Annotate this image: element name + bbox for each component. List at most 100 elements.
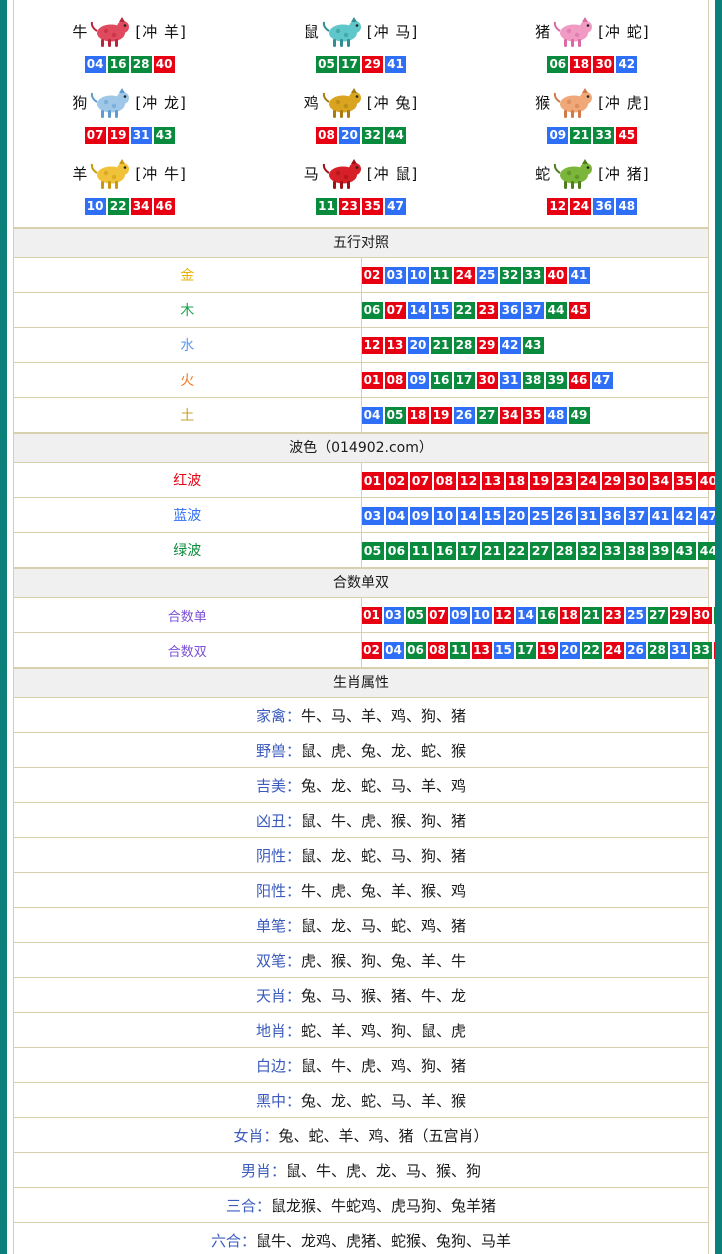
bose-number[interactable]: 31 [577, 506, 600, 525]
zodiac-number[interactable]: 40 [153, 56, 175, 73]
wuxing-number[interactable]: 42 [499, 337, 521, 354]
bose-number[interactable]: 34 [649, 471, 672, 490]
bose-number[interactable]: 42 [673, 506, 696, 525]
zodiac-number[interactable]: 16 [107, 56, 129, 73]
heshu-number[interactable]: 26 [625, 642, 646, 659]
zodiac-number[interactable]: 20 [338, 127, 360, 144]
bose-number[interactable]: 33 [601, 541, 624, 560]
heshu-number[interactable]: 13 [471, 642, 492, 659]
heshu-number[interactable]: 09 [449, 607, 470, 624]
wuxing-number[interactable]: 35 [522, 407, 544, 424]
zodiac-cell[interactable]: 蛇 [冲 猪] 12 24 36 48 [477, 148, 708, 219]
zodiac-number[interactable]: 10 [84, 198, 106, 215]
wuxing-number[interactable]: 08 [384, 372, 406, 389]
wuxing-number[interactable]: 39 [545, 372, 567, 389]
heshu-number[interactable]: 14 [515, 607, 536, 624]
bose-number[interactable]: 02 [385, 471, 408, 490]
zodiac-cell[interactable]: 鸡 [冲 兔] 08 20 32 44 [245, 77, 476, 148]
heshu-number[interactable]: 33 [691, 642, 712, 659]
zodiac-number[interactable]: 32 [361, 127, 383, 144]
wuxing-number[interactable]: 38 [522, 372, 544, 389]
wuxing-number[interactable]: 40 [545, 267, 567, 284]
wuxing-number[interactable]: 14 [407, 302, 429, 319]
heshu-number[interactable]: 22 [581, 642, 602, 659]
zodiac-cell[interactable]: 牛 [冲 羊] 04 16 28 40 [14, 6, 245, 77]
heshu-number[interactable]: 12 [493, 607, 514, 624]
bose-number[interactable]: 37 [625, 506, 648, 525]
zodiac-number[interactable]: 47 [384, 198, 406, 215]
bose-number[interactable]: 28 [553, 541, 576, 560]
zodiac-number[interactable]: 29 [361, 56, 383, 73]
wuxing-number[interactable]: 45 [568, 302, 590, 319]
wuxing-number[interactable]: 30 [476, 372, 498, 389]
wuxing-number[interactable]: 29 [476, 337, 498, 354]
zodiac-number[interactable]: 18 [570, 56, 592, 73]
bose-number[interactable]: 30 [625, 471, 648, 490]
wuxing-number[interactable]: 26 [453, 407, 475, 424]
zodiac-number[interactable]: 28 [130, 56, 152, 73]
heshu-number[interactable]: 19 [537, 642, 558, 659]
bose-number[interactable]: 06 [385, 541, 408, 560]
zodiac-number[interactable]: 23 [338, 198, 360, 215]
heshu-number[interactable]: 25 [625, 607, 646, 624]
bose-number[interactable]: 01 [361, 471, 384, 490]
bose-number[interactable]: 09 [409, 506, 432, 525]
wuxing-number[interactable]: 23 [476, 302, 498, 319]
wuxing-number[interactable]: 25 [476, 267, 498, 284]
zodiac-number[interactable]: 22 [107, 198, 129, 215]
heshu-number[interactable]: 23 [603, 607, 624, 624]
wuxing-number[interactable]: 13 [384, 337, 406, 354]
wuxing-number[interactable]: 12 [361, 337, 383, 354]
heshu-number[interactable]: 21 [581, 607, 602, 624]
bose-number[interactable]: 38 [625, 541, 648, 560]
bose-number[interactable]: 19 [529, 471, 552, 490]
heshu-number[interactable]: 31 [669, 642, 690, 659]
wuxing-number[interactable]: 17 [453, 372, 475, 389]
bose-number[interactable]: 17 [457, 541, 480, 560]
zodiac-number[interactable]: 21 [570, 127, 592, 144]
wuxing-number[interactable]: 44 [545, 302, 567, 319]
wuxing-number[interactable]: 11 [430, 267, 452, 284]
bose-number[interactable]: 41 [649, 506, 672, 525]
heshu-number[interactable]: 28 [647, 642, 668, 659]
wuxing-number[interactable]: 27 [476, 407, 498, 424]
heshu-number[interactable]: 15 [493, 642, 514, 659]
zodiac-number[interactable]: 17 [338, 56, 360, 73]
bose-number[interactable]: 22 [505, 541, 528, 560]
zodiac-number[interactable]: 45 [616, 127, 638, 144]
heshu-number[interactable]: 17 [515, 642, 536, 659]
zodiac-number[interactable]: 36 [593, 198, 615, 215]
zodiac-number[interactable]: 04 [84, 56, 106, 73]
heshu-number[interactable]: 06 [405, 642, 426, 659]
wuxing-number[interactable]: 04 [361, 407, 383, 424]
bose-number[interactable]: 15 [481, 506, 504, 525]
bose-number[interactable]: 44 [697, 541, 720, 560]
bose-number[interactable]: 23 [553, 471, 576, 490]
wuxing-number[interactable]: 37 [522, 302, 544, 319]
wuxing-number[interactable]: 47 [591, 372, 613, 389]
bose-number[interactable]: 43 [673, 541, 696, 560]
wuxing-number[interactable]: 06 [361, 302, 383, 319]
zodiac-number[interactable]: 24 [570, 198, 592, 215]
wuxing-number[interactable]: 20 [407, 337, 429, 354]
bose-number[interactable]: 27 [529, 541, 552, 560]
bose-number[interactable]: 07 [409, 471, 432, 490]
bose-number[interactable]: 35 [673, 471, 696, 490]
zodiac-cell[interactable]: 狗 [冲 龙] 07 19 31 43 [14, 77, 245, 148]
zodiac-cell[interactable]: 猴 [冲 虎] 09 21 33 45 [477, 77, 708, 148]
zodiac-number[interactable]: 42 [616, 56, 638, 73]
wuxing-number[interactable]: 18 [407, 407, 429, 424]
heshu-number[interactable]: 29 [669, 607, 690, 624]
zodiac-number[interactable]: 35 [361, 198, 383, 215]
bose-number[interactable]: 21 [481, 541, 504, 560]
heshu-number[interactable]: 05 [405, 607, 426, 624]
zodiac-number[interactable]: 46 [153, 198, 175, 215]
bose-number[interactable]: 40 [697, 471, 720, 490]
zodiac-number[interactable]: 11 [315, 198, 337, 215]
zodiac-number[interactable]: 12 [547, 198, 569, 215]
wuxing-number[interactable]: 34 [499, 407, 521, 424]
heshu-number[interactable]: 16 [537, 607, 558, 624]
zodiac-number[interactable]: 05 [315, 56, 337, 73]
bose-number[interactable]: 04 [385, 506, 408, 525]
zodiac-number[interactable]: 08 [315, 127, 337, 144]
